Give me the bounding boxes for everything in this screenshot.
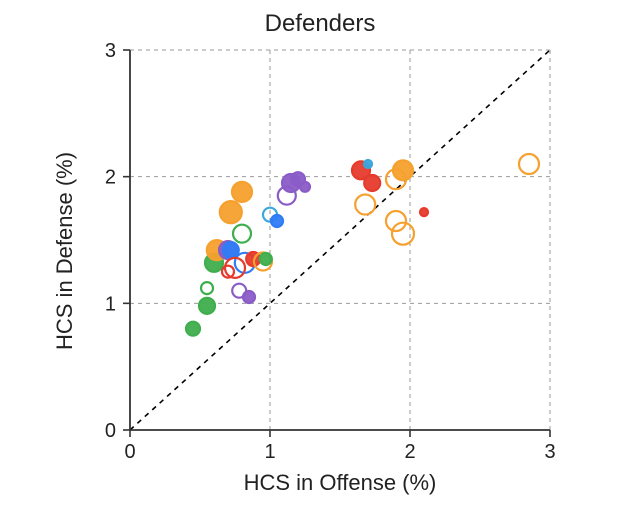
data-point	[364, 175, 380, 191]
chart-title: Defenders	[0, 10, 640, 38]
scatter-chart: Defenders HCS in Defense (%) HCS in Offe…	[0, 0, 640, 507]
data-point	[243, 291, 255, 303]
y-tick-label: 3	[105, 40, 116, 62]
x-tick-label: 1	[264, 441, 275, 463]
data-point	[199, 298, 215, 314]
data-point	[271, 215, 283, 227]
x-tick-label: 2	[404, 441, 415, 463]
data-point	[393, 160, 413, 180]
data-point	[260, 253, 272, 265]
data-point	[232, 182, 252, 202]
y-tick-label: 0	[105, 420, 116, 442]
data-point	[420, 208, 428, 216]
data-point	[220, 201, 242, 223]
plot-area: 0 1 2 3 0 1 2 3	[0, 0, 640, 507]
x-tick-label: 3	[544, 441, 555, 463]
data-point	[364, 160, 372, 168]
data-point	[186, 322, 200, 336]
y-tick-label: 1	[105, 293, 116, 315]
x-tick-label: 0	[124, 441, 135, 463]
y-tick-label: 2	[105, 167, 116, 189]
data-point	[300, 182, 310, 192]
x-axis-label: HCS in Offense (%)	[130, 470, 550, 496]
y-axis-label: HCS in Defense (%)	[52, 152, 78, 350]
